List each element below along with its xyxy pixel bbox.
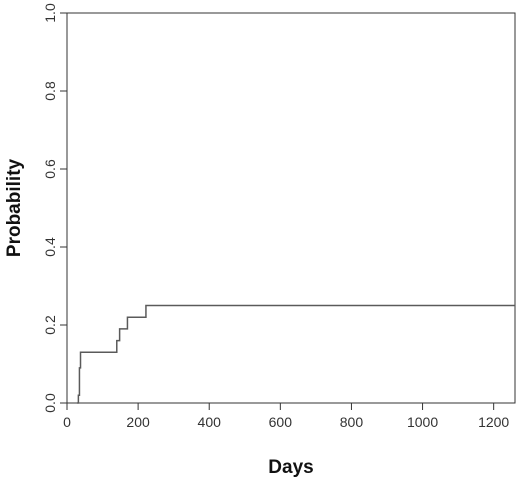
y-tick-label: 0.6 bbox=[42, 159, 58, 179]
x-axis: 0 200 400 600 800 1000 1200 bbox=[63, 403, 509, 430]
cumulative-incidence-curve bbox=[76, 304, 515, 404]
y-tick-label: 0.4 bbox=[42, 237, 58, 257]
y-tick-label: 0.8 bbox=[42, 81, 58, 101]
y-tick-label: 1.0 bbox=[42, 3, 58, 23]
x-tick-label: 1000 bbox=[407, 414, 438, 430]
x-tick-label: 0 bbox=[63, 414, 71, 430]
x-axis-title: Days bbox=[268, 457, 313, 478]
x-tick-label: 400 bbox=[198, 414, 222, 430]
y-tick-label: 0.0 bbox=[42, 393, 58, 413]
x-tick-label: 200 bbox=[126, 414, 150, 430]
y-tick-label: 0.2 bbox=[42, 315, 58, 335]
y-axis: 0.0 0.2 0.4 0.6 0.8 1.0 bbox=[42, 3, 67, 413]
y-axis-title: Probability bbox=[4, 158, 25, 257]
plot-frame bbox=[66, 12, 516, 404]
x-tick-label: 1200 bbox=[478, 414, 509, 430]
x-tick-label: 600 bbox=[269, 414, 293, 430]
x-tick-label: 800 bbox=[340, 414, 364, 430]
